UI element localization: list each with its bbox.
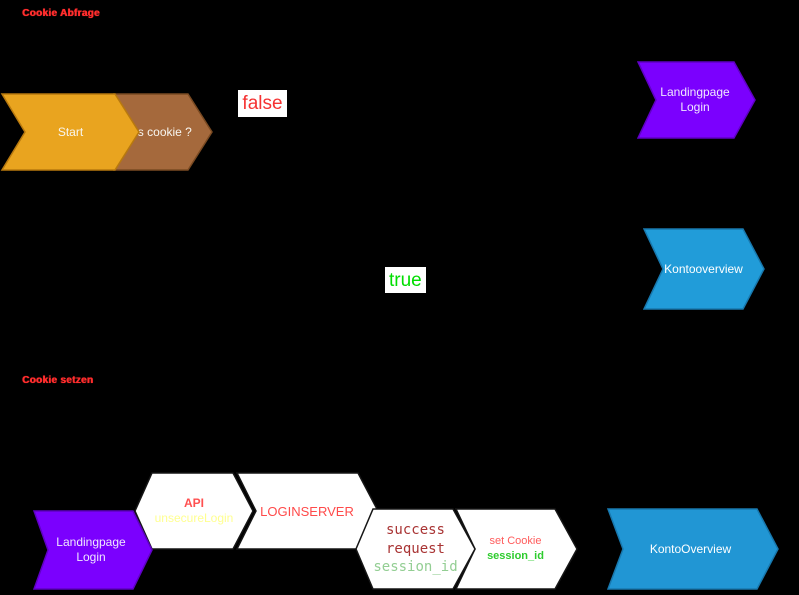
node-success-request-line1: success [385, 522, 445, 539]
node-is-cookie-label: is cookie ? [113, 93, 214, 171]
hexagon-shape [355, 508, 476, 590]
node-landingpage-login-bottom-line2: Login [76, 550, 106, 564]
node-api-label: API unsecureLogin [134, 472, 254, 550]
node-start-label: Start [0, 93, 141, 171]
node-loginserver-text: LOGINSERVER [260, 503, 354, 519]
node-success-request[interactable]: success request session_id [355, 508, 476, 590]
node-api[interactable]: API unsecureLogin [134, 472, 254, 550]
section-title-cookie-setzen: Cookie setzen [22, 375, 94, 386]
hexagon-shape [134, 472, 254, 550]
node-landingpage-login-bottom-line1: Landingpage [56, 535, 126, 549]
chevron-shape [643, 228, 765, 310]
node-api-line1: API [183, 496, 204, 510]
edge-label-true: true [385, 267, 426, 293]
node-loginserver[interactable]: LOGINSERVER [236, 472, 379, 550]
node-start-text: Start [57, 124, 84, 139]
node-kontooverview-top[interactable]: Kontooverview [643, 228, 765, 310]
node-landingpage-login-bottom[interactable]: Landingpage Login [33, 510, 153, 590]
node-set-cookie-line1: set Cookie [489, 535, 542, 547]
node-kontooverview-top-label: Kontooverview [643, 228, 765, 310]
node-loginserver-label: LOGINSERVER [236, 472, 379, 550]
node-is-cookie[interactable]: is cookie ? [113, 93, 214, 171]
node-kontooverview-bottom-label: KontoOverview [607, 508, 779, 590]
node-start[interactable]: Start [0, 93, 141, 171]
node-landingpage-login-top-line2: Login [680, 100, 710, 114]
node-landingpage-login-top-label: Landingpage Login [637, 61, 756, 139]
chevron-shape [607, 508, 779, 590]
node-kontooverview-top-text: Kontooverview [664, 261, 743, 276]
node-landingpage-login-top[interactable]: Landingpage Login [637, 61, 756, 139]
node-kontooverview-bottom-text: KontoOverview [649, 541, 732, 556]
node-landingpage-login-bottom-label: Landingpage Login [33, 510, 153, 590]
node-set-cookie-label: set Cookie session_id [455, 508, 578, 590]
node-is-cookie-text: is cookie ? [135, 124, 192, 139]
chevron-shape [637, 61, 756, 139]
chevron-shape [0, 93, 140, 171]
node-set-cookie-line2: session_id [487, 550, 544, 562]
node-kontooverview-bottom[interactable]: KontoOverview [607, 508, 779, 590]
section-title-cookie-abfrage: Cookie Abfrage [22, 8, 100, 19]
chevron-shape [33, 510, 153, 590]
edge-label-false: false [238, 90, 287, 117]
node-api-line2: unsecureLogin [154, 511, 234, 525]
node-success-request-label: success request session_id [355, 508, 476, 590]
node-success-request-line2: request [385, 540, 445, 557]
node-success-request-line3: session_id [373, 559, 458, 576]
node-landingpage-login-top-line1: Landingpage [660, 85, 730, 99]
